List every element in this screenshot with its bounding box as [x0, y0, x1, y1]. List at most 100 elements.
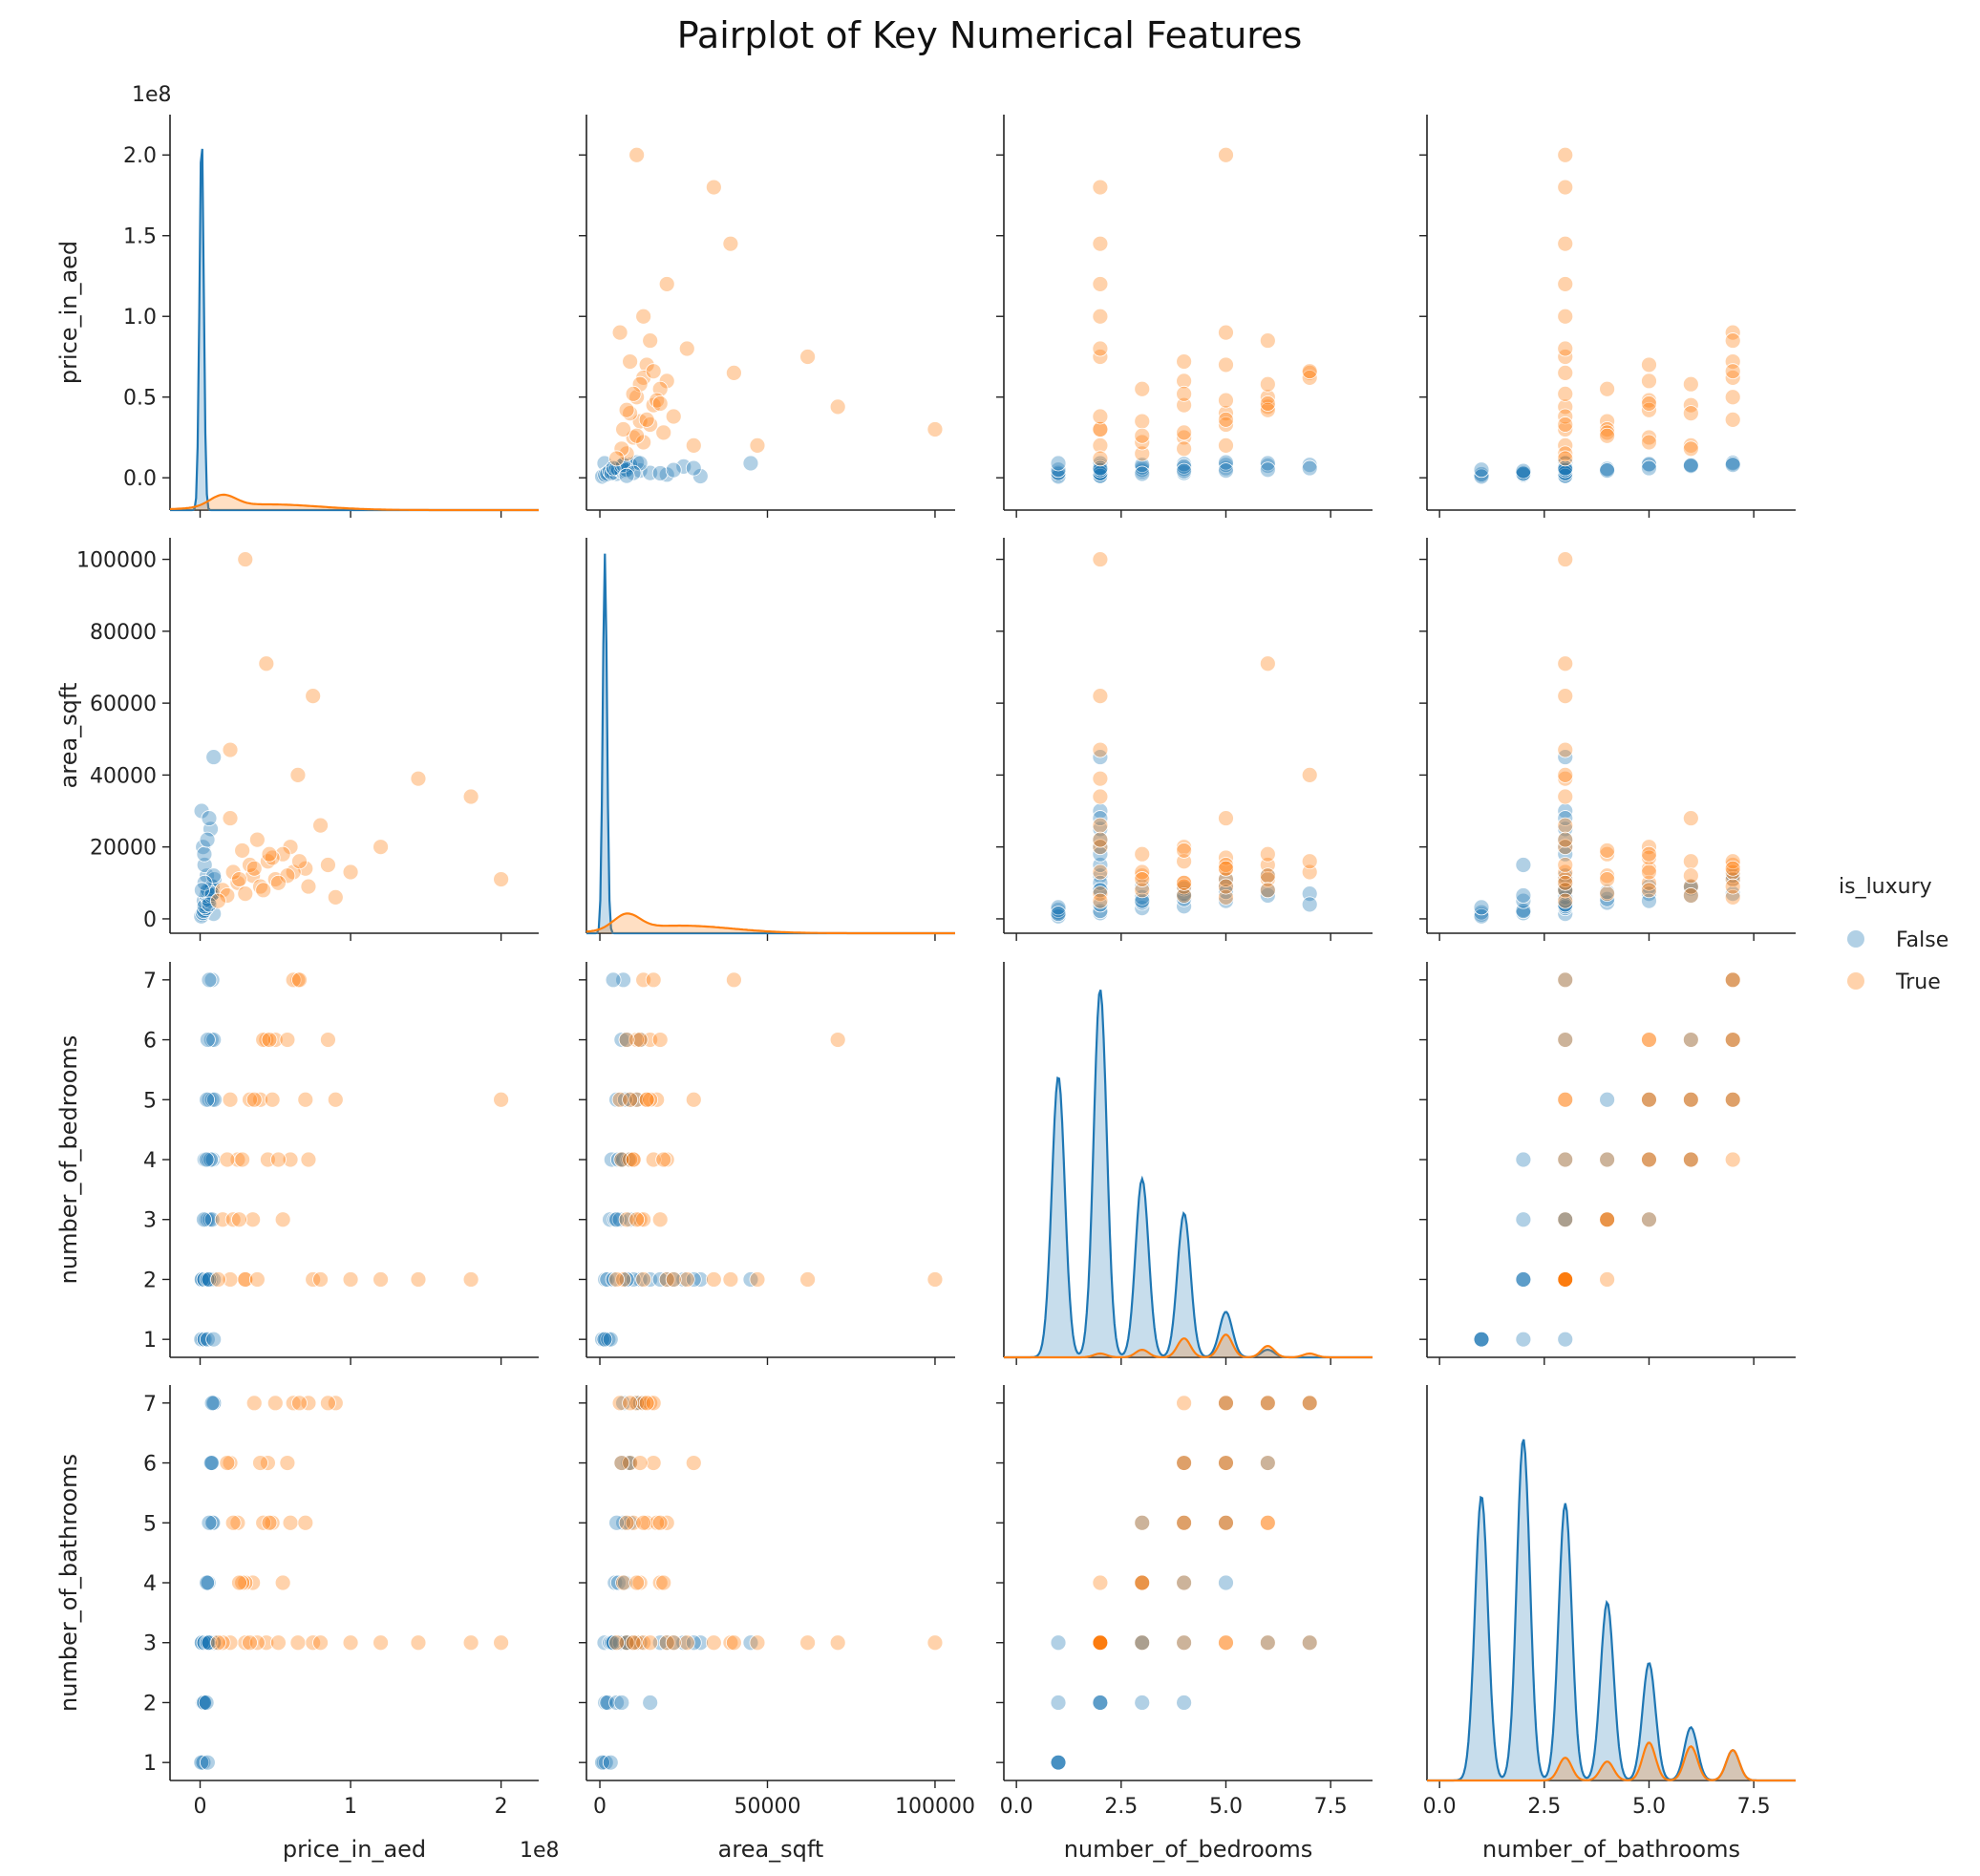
scatter-point-true — [274, 1574, 291, 1591]
x-tick-label: 100000 — [895, 1795, 975, 1819]
scatter-point-true — [1557, 340, 1574, 357]
scatter-point-false — [1176, 458, 1193, 475]
x-tick-label: 0 — [194, 1795, 207, 1819]
scatter-point-true — [1641, 1151, 1657, 1168]
scatter-point-true — [231, 1574, 247, 1591]
scatter-point-true — [1259, 1395, 1276, 1412]
scatter-point-false — [1515, 887, 1532, 904]
scatter-point-true — [1218, 405, 1234, 422]
scatter-point-true — [312, 817, 329, 834]
scatter-point-true — [926, 421, 944, 437]
scatter-point-true — [224, 1211, 242, 1228]
scatter-point-true — [1176, 429, 1193, 446]
scatter-point-true — [261, 1032, 278, 1048]
scatter-point-true — [305, 688, 322, 704]
scatter-point-true — [210, 1271, 226, 1288]
scatter-point-false — [1259, 887, 1276, 904]
scatter-point-true — [651, 395, 669, 412]
panel-number_of_bathrooms-vs-number_of_bathrooms: 0.0 2.5 5.0 7.5 number_of_bathrooms — [1423, 1385, 1796, 1863]
scatter-point-true — [658, 1634, 675, 1652]
scatter-point-false — [1050, 906, 1067, 923]
x-tick-label: 7.5 — [1737, 1795, 1771, 1819]
scatter-point-true — [1092, 235, 1109, 252]
scatter-point-false — [1092, 749, 1109, 765]
scatter-point-true — [1724, 353, 1741, 370]
scatter-point-true — [628, 427, 646, 444]
scatter-point-true — [749, 437, 766, 454]
scatter-point-true — [258, 1634, 275, 1652]
scatter-point-true — [608, 1634, 625, 1652]
scatter-point-false — [605, 459, 622, 477]
scatter-point-true — [1259, 1634, 1276, 1652]
panel-area_sqft-vs-area_sqft — [585, 538, 955, 941]
scatter-point-true — [1134, 413, 1151, 430]
scatter-point-true — [219, 887, 236, 904]
scatter-point-true — [631, 1455, 649, 1471]
x-tick-label: 2 — [495, 1795, 508, 1819]
kde-fill-false — [586, 553, 955, 933]
scatter-point-true — [270, 1151, 287, 1168]
scatter-point-false — [205, 1032, 223, 1048]
scatter-point-true — [320, 1032, 336, 1048]
scatter-point-false — [199, 1574, 216, 1591]
panel-area_sqft-vs-number_of_bedrooms — [996, 538, 1373, 941]
scatter-point-false — [1557, 896, 1574, 913]
scatter-point-true — [645, 1395, 662, 1412]
scatter-point-true — [1092, 885, 1109, 902]
scatter-point-true — [1218, 416, 1234, 433]
scatter-point-true — [608, 1271, 625, 1288]
scatter-point-true — [625, 1151, 642, 1168]
scatter-point-true — [1641, 395, 1657, 412]
scatter-point-true — [1092, 179, 1109, 196]
panel-number_of_bathrooms-vs-area_sqft: 0 50000 100000 area_sqft — [579, 1385, 975, 1863]
scatter-point-true — [1641, 849, 1657, 866]
scatter-point-true — [462, 1271, 479, 1288]
scatter-point-false — [199, 1331, 216, 1348]
scatter-point-true — [615, 1271, 631, 1288]
scatter-point-false — [642, 1695, 659, 1711]
scatter-point-true — [373, 1271, 389, 1288]
scatter-point-true — [410, 770, 427, 787]
scatter-point-true — [1134, 445, 1151, 462]
x-tick-label: 5.0 — [1209, 1795, 1243, 1819]
scatter-point-false — [599, 1695, 616, 1711]
scatter-point-true — [1641, 401, 1657, 418]
scatter-point-false — [1092, 459, 1109, 477]
scatter-point-true — [1557, 416, 1574, 433]
scatter-point-true — [642, 1395, 659, 1412]
scatter-point-true — [1218, 1455, 1234, 1471]
scatter-point-true — [1724, 411, 1741, 428]
scatter-point-true — [261, 1514, 278, 1531]
scatter-point-true — [645, 971, 662, 989]
scatter-point-true — [493, 1634, 510, 1652]
y-axis-label: number_of_bathrooms — [55, 1454, 82, 1712]
scatter-point-true — [245, 1091, 263, 1108]
scatter-point-true — [320, 1395, 336, 1412]
scatter-point-true — [1641, 1091, 1657, 1108]
scatter-point-false — [599, 1271, 616, 1288]
scatter-point-true — [242, 1634, 258, 1652]
scatter-point-true — [622, 1151, 639, 1168]
scatter-point-true — [1176, 878, 1193, 895]
scatter-point-true — [342, 1634, 359, 1652]
scatter-point-true — [373, 839, 389, 856]
y-tick-label: 4 — [143, 1572, 157, 1596]
scatter-point-true — [327, 1091, 344, 1108]
scatter-point-false — [1092, 455, 1109, 472]
y-tick-label: 60000 — [90, 693, 157, 716]
scatter-point-true — [222, 810, 239, 826]
scatter-point-true — [1641, 434, 1657, 451]
scatter-point-true — [274, 1211, 291, 1228]
scatter-point-true — [1641, 882, 1657, 899]
legend-title: is_luxury — [1839, 875, 1932, 899]
scatter-point-true — [1092, 892, 1109, 909]
scatter-point-true — [373, 1634, 389, 1652]
scatter-point-true — [615, 1574, 631, 1591]
scatter-point-true — [1599, 885, 1616, 902]
scatter-point-true — [635, 1211, 652, 1228]
scatter-point-true — [926, 1634, 944, 1652]
scatter-point-false — [742, 455, 759, 472]
scatter-point-true — [1557, 741, 1574, 758]
kde-fill-false — [1427, 1439, 1796, 1780]
scatter-point-true — [300, 878, 317, 895]
